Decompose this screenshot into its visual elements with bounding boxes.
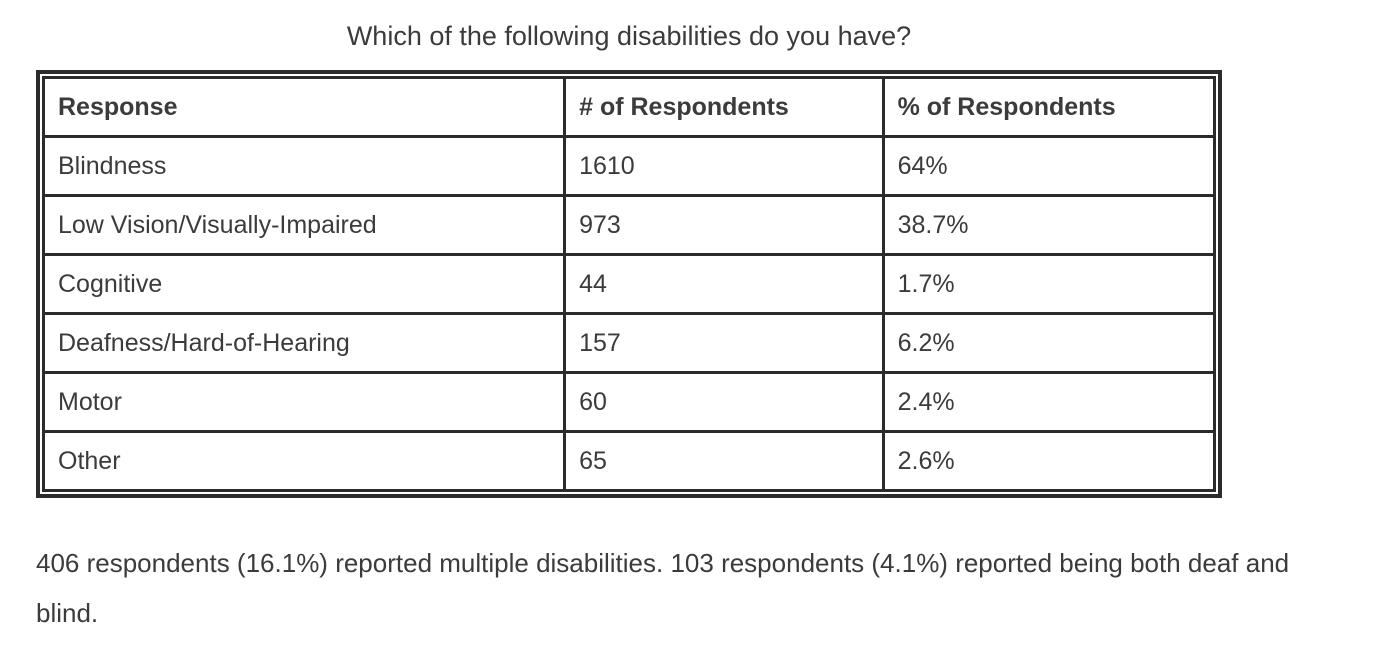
cell-count: 65 xyxy=(563,429,885,492)
footnote-text: 406 respondents (16.1%) reported multipl… xyxy=(36,547,1290,628)
cell-percent: 2.4% xyxy=(881,370,1217,433)
table-row: Deafness/Hard-of-Hearing 157 6.2% xyxy=(41,311,1217,374)
cell-count: 973 xyxy=(563,193,885,256)
cell-response: Deafness/Hard-of-Hearing xyxy=(41,311,567,374)
cell-response: Low Vision/Visually-Impaired xyxy=(41,193,567,256)
page-title: Which of the following disabilities do y… xyxy=(346,21,912,51)
table-row: Cognitive 44 1.7% xyxy=(41,252,1217,315)
cell-count: 44 xyxy=(563,252,885,315)
cell-percent: 1.7% xyxy=(881,252,1217,315)
table-row: Motor 60 2.4% xyxy=(41,370,1217,433)
table-row: Low Vision/Visually-Impaired 973 38.7% xyxy=(41,193,1217,256)
cell-percent: 2.6% xyxy=(881,429,1217,492)
column-header-count: # of Respondents xyxy=(563,75,885,138)
cell-response: Blindness xyxy=(41,134,567,197)
cell-response: Other xyxy=(41,429,567,492)
disabilities-table: Response # of Respondents % of Responden… xyxy=(41,75,1217,492)
table-row: Blindness 1610 64% xyxy=(41,134,1217,197)
table-header-row: Response # of Respondents % of Responden… xyxy=(41,75,1217,138)
table-row: Other 65 2.6% xyxy=(41,429,1217,492)
cell-percent: 64% xyxy=(881,134,1217,197)
cell-count: 157 xyxy=(563,311,885,374)
cell-response: Motor xyxy=(41,370,567,433)
cell-count: 1610 xyxy=(563,134,885,197)
column-header-response: Response xyxy=(41,75,567,138)
page-content: Which of the following disabilities do y… xyxy=(36,20,1222,498)
column-header-percent: % of Respondents xyxy=(881,75,1217,138)
cell-percent: 6.2% xyxy=(881,311,1217,374)
cell-response: Cognitive xyxy=(41,252,567,315)
table-frame: Response # of Respondents % of Responden… xyxy=(36,69,1222,498)
cell-percent: 38.7% xyxy=(881,193,1217,256)
cell-count: 60 xyxy=(563,370,885,433)
